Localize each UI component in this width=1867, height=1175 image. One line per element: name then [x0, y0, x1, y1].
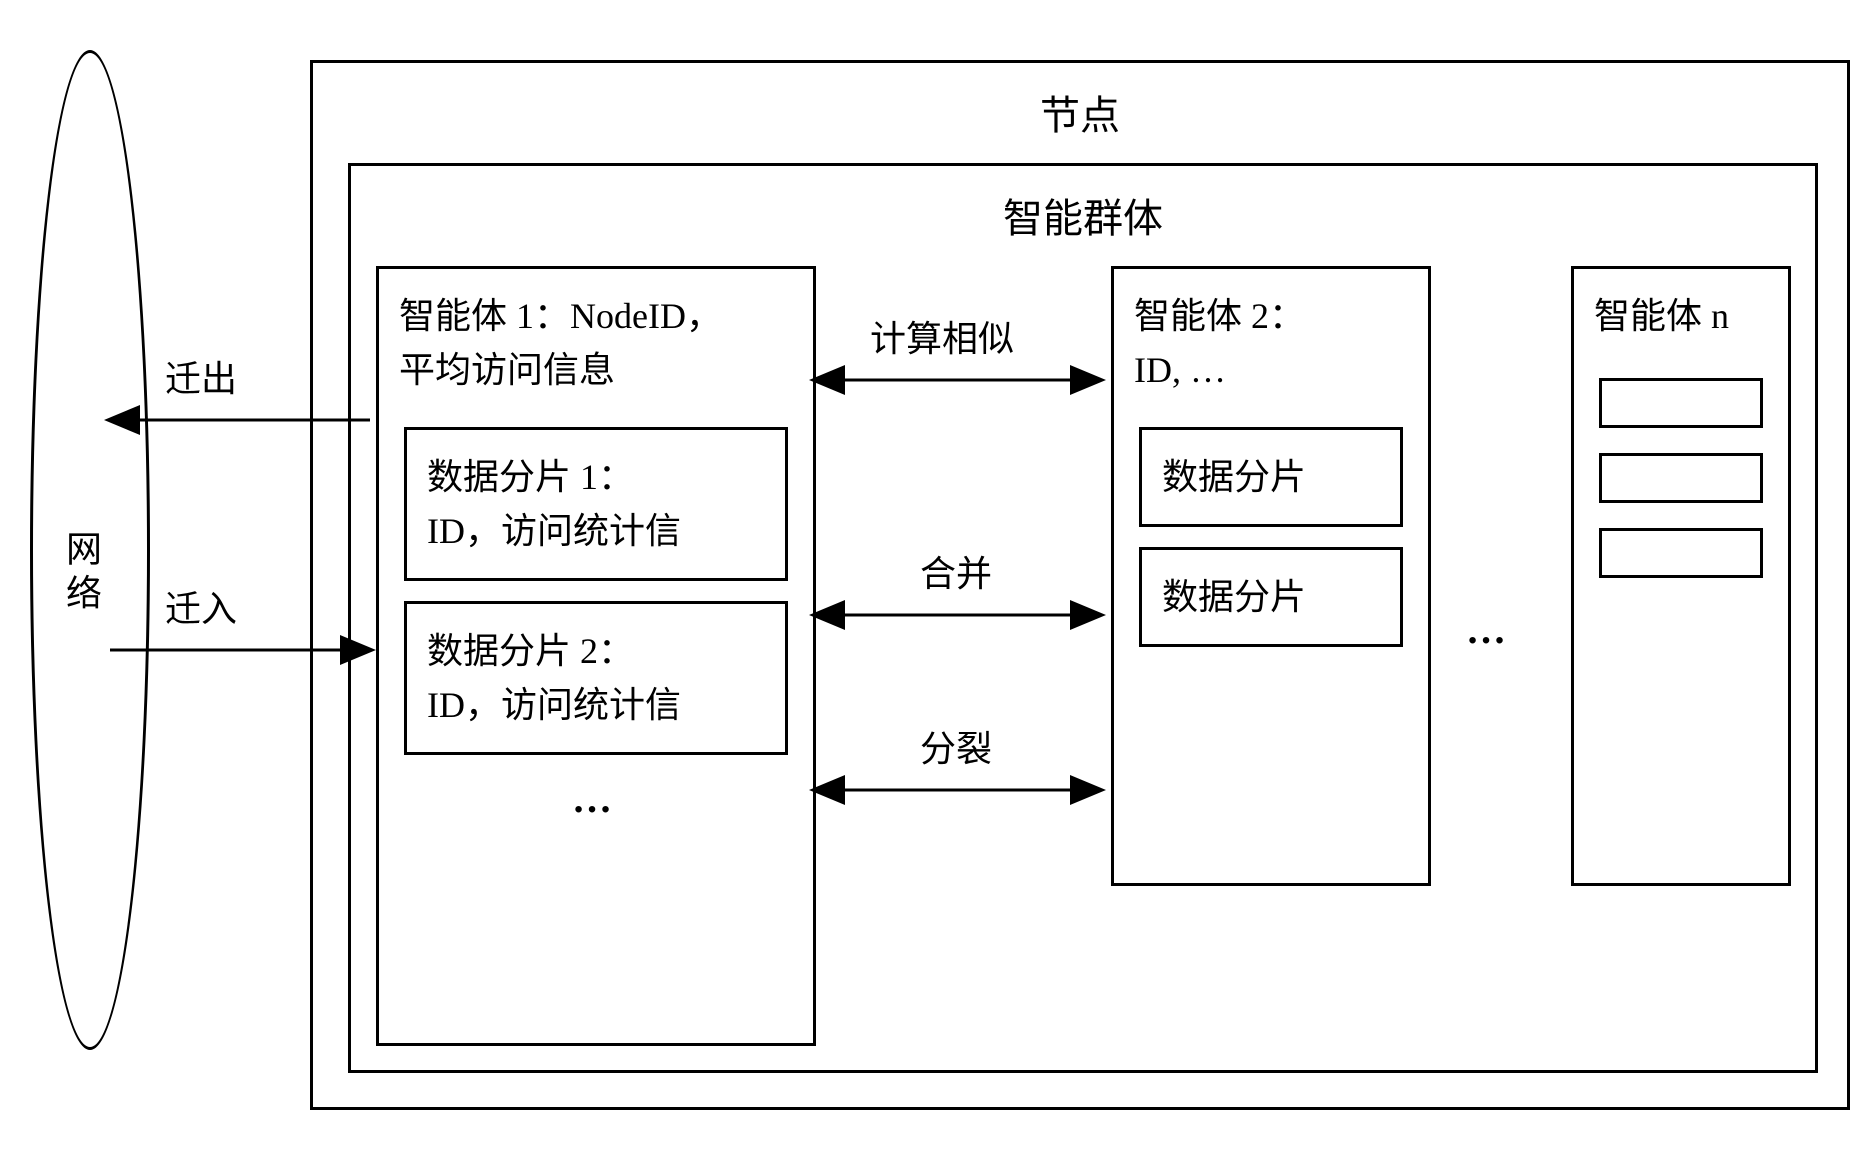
agent-1-box: 智能体 1：NodeID， 平均访问信息 数据分片 1： ID，访问统计信 数据… — [376, 266, 816, 1046]
agent-n-header: 智能体 n — [1574, 269, 1788, 353]
diagram-container: 网络 节点 智能群体 智能体 1：NodeID， 平均访问信息 数据分片 1： … — [20, 20, 1867, 1155]
calc-similar-label: 计算相似 — [870, 310, 1014, 362]
agent-2-header: 智能体 2： ID, … — [1114, 269, 1428, 407]
agent-1-fragment-1-line1: 数据分片 1： — [427, 450, 765, 504]
agent-2-header-line1: 智能体 2： — [1134, 289, 1408, 343]
agent-1-fragment-1-line2: ID，访问统计信 — [427, 504, 765, 558]
agent-1-header-line1: 智能体 1：NodeID， — [399, 289, 793, 343]
agent-1-fragment-2-line1: 数据分片 2： — [427, 624, 765, 678]
agent-1-header: 智能体 1：NodeID， 平均访问信息 — [379, 269, 813, 407]
agent-1-fragment-1: 数据分片 1： ID，访问统计信 — [404, 427, 788, 581]
agent-n-fragment-2 — [1599, 453, 1763, 503]
agent-2-fragment-2-text: 数据分片 — [1162, 577, 1306, 617]
node-box: 节点 智能群体 智能体 1：NodeID， 平均访问信息 数据分片 1： ID，… — [310, 60, 1850, 1110]
agent-n-fragment-1 — [1599, 378, 1763, 428]
agent-1-fragment-2-line2: ID，访问统计信 — [427, 678, 765, 732]
agent-2-box: 智能体 2： ID, … 数据分片 数据分片 — [1111, 266, 1431, 886]
group-box: 智能群体 智能体 1：NodeID， 平均访问信息 数据分片 1： ID，访问统… — [348, 163, 1818, 1073]
agent-2-fragment-2: 数据分片 — [1139, 547, 1403, 647]
split-label: 分裂 — [920, 720, 992, 772]
agent-1-fragment-2: 数据分片 2： ID，访问统计信 — [404, 601, 788, 755]
agent-2-header-line2: ID, … — [1134, 343, 1408, 397]
migrate-out-label: 迁出 — [165, 350, 237, 402]
network-label: 网络 — [55, 530, 107, 618]
node-title: 节点 — [1040, 83, 1120, 141]
group-title: 智能群体 — [1003, 186, 1163, 244]
between-agents-dots: … — [1466, 606, 1516, 653]
agent-n-fragment-3 — [1599, 528, 1763, 578]
agent-1-header-line2: 平均访问信息 — [399, 343, 793, 397]
migrate-in-label: 迁入 — [165, 580, 237, 632]
merge-label: 合并 — [920, 545, 992, 597]
agent-n-box: 智能体 n — [1571, 266, 1791, 886]
agent-1-dots: … — [379, 775, 813, 822]
agent-2-fragment-1: 数据分片 — [1139, 427, 1403, 527]
agent-2-fragment-1-text: 数据分片 — [1162, 457, 1306, 497]
agent-n-header-text: 智能体 n — [1594, 289, 1768, 343]
